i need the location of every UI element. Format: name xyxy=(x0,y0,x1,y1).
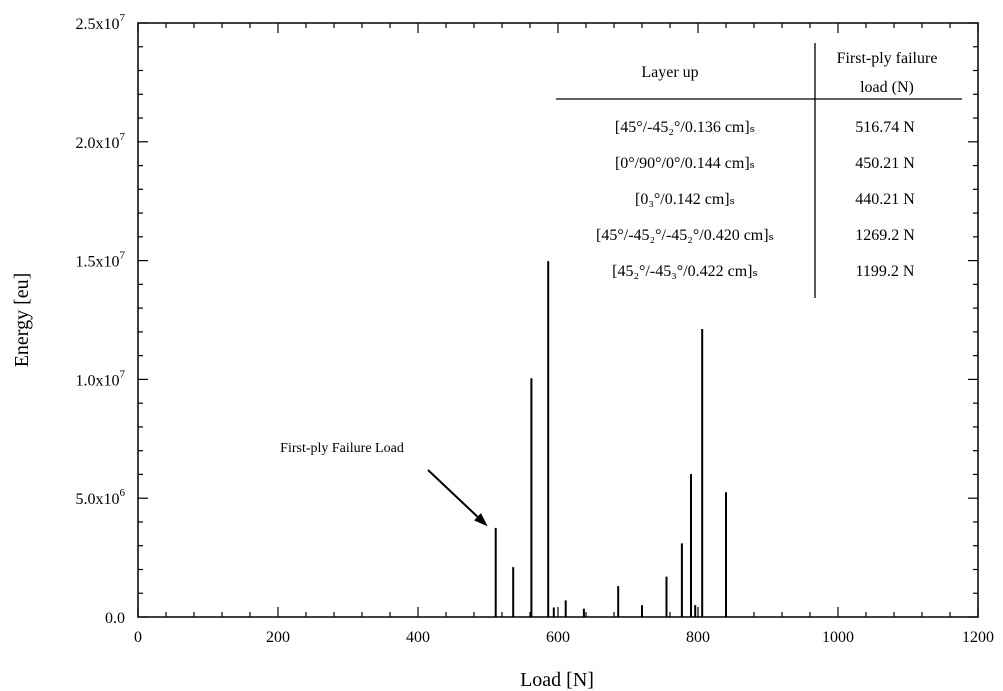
table-cell-layup: [45°/-45₂°/-45₂°/0.420 cm]ₛ xyxy=(596,227,774,244)
table-cell-load: 1199.2 N xyxy=(856,263,915,280)
x-tick-label: 0 xyxy=(134,629,142,646)
table-rows: [45°/-45₂°/0.136 cm]ₛ 516.74 N [0°/90°/0°/… xyxy=(596,119,915,280)
table-cell-layup: [0₃°/0.142 cm]ₛ xyxy=(635,191,735,208)
plot-area-border xyxy=(137,22,979,618)
y-tick-label: 1.5x107 xyxy=(76,250,126,271)
table-cell-layup: [0°/90°/0°/0.144 cm]ₛ xyxy=(615,155,755,172)
layup-table: Layer up First-ply failure load (N) [45°… xyxy=(556,43,962,298)
y-axis-title: Energy [eu] xyxy=(11,273,33,368)
x-tick-label: 1000 xyxy=(822,629,854,646)
x-axis-ticks: 0 200 400 600 800 1000 1200 xyxy=(134,23,994,646)
annotation-arrow-head xyxy=(474,513,488,527)
annotation-label: First-ply Failure Load xyxy=(280,441,404,456)
x-tick-label: 200 xyxy=(266,629,290,646)
table-cell-layup: [45₂°/-45₃°/0.422 cm]ₛ xyxy=(612,263,758,280)
table-cell-load: 1269.2 N xyxy=(855,227,915,244)
table-header-load-line2: load (N) xyxy=(860,79,914,96)
table-header-load-line1: First-ply failure xyxy=(837,50,938,67)
table-header-layup: Layer up xyxy=(641,64,698,81)
first-ply-annotation: First-ply Failure Load xyxy=(280,441,488,527)
table-cell-load: 440.21 N xyxy=(855,191,915,208)
x-tick-label: 400 xyxy=(406,629,430,646)
y-axis-ticks: 0.0 5.0x106 1.0x107 1.5x107 2.0x107 2.5x107 xyxy=(76,12,978,627)
x-axis-title: Load [N] xyxy=(520,669,594,691)
table-cell-load: 516.74 N xyxy=(855,119,915,136)
x-tick-label: 600 xyxy=(546,629,570,646)
x-tick-label: 1200 xyxy=(962,629,994,646)
annotation-arrow-line xyxy=(427,469,479,518)
y-tick-label: 2.0x107 xyxy=(76,131,126,152)
y-tick-label: 2.5x107 xyxy=(76,12,126,33)
table-cell-load: 450.21 N xyxy=(855,155,915,172)
y-tick-label: 1.0x107 xyxy=(76,368,126,389)
x-tick-label: 800 xyxy=(686,629,710,646)
table-cell-layup: [45°/-45₂°/0.136 cm]ₛ xyxy=(615,119,755,136)
plot-frame xyxy=(137,22,979,618)
bar-series xyxy=(494,261,727,617)
y-tick-label: 0.0 xyxy=(105,610,125,627)
y-tick-label: 5.0x106 xyxy=(76,487,126,508)
